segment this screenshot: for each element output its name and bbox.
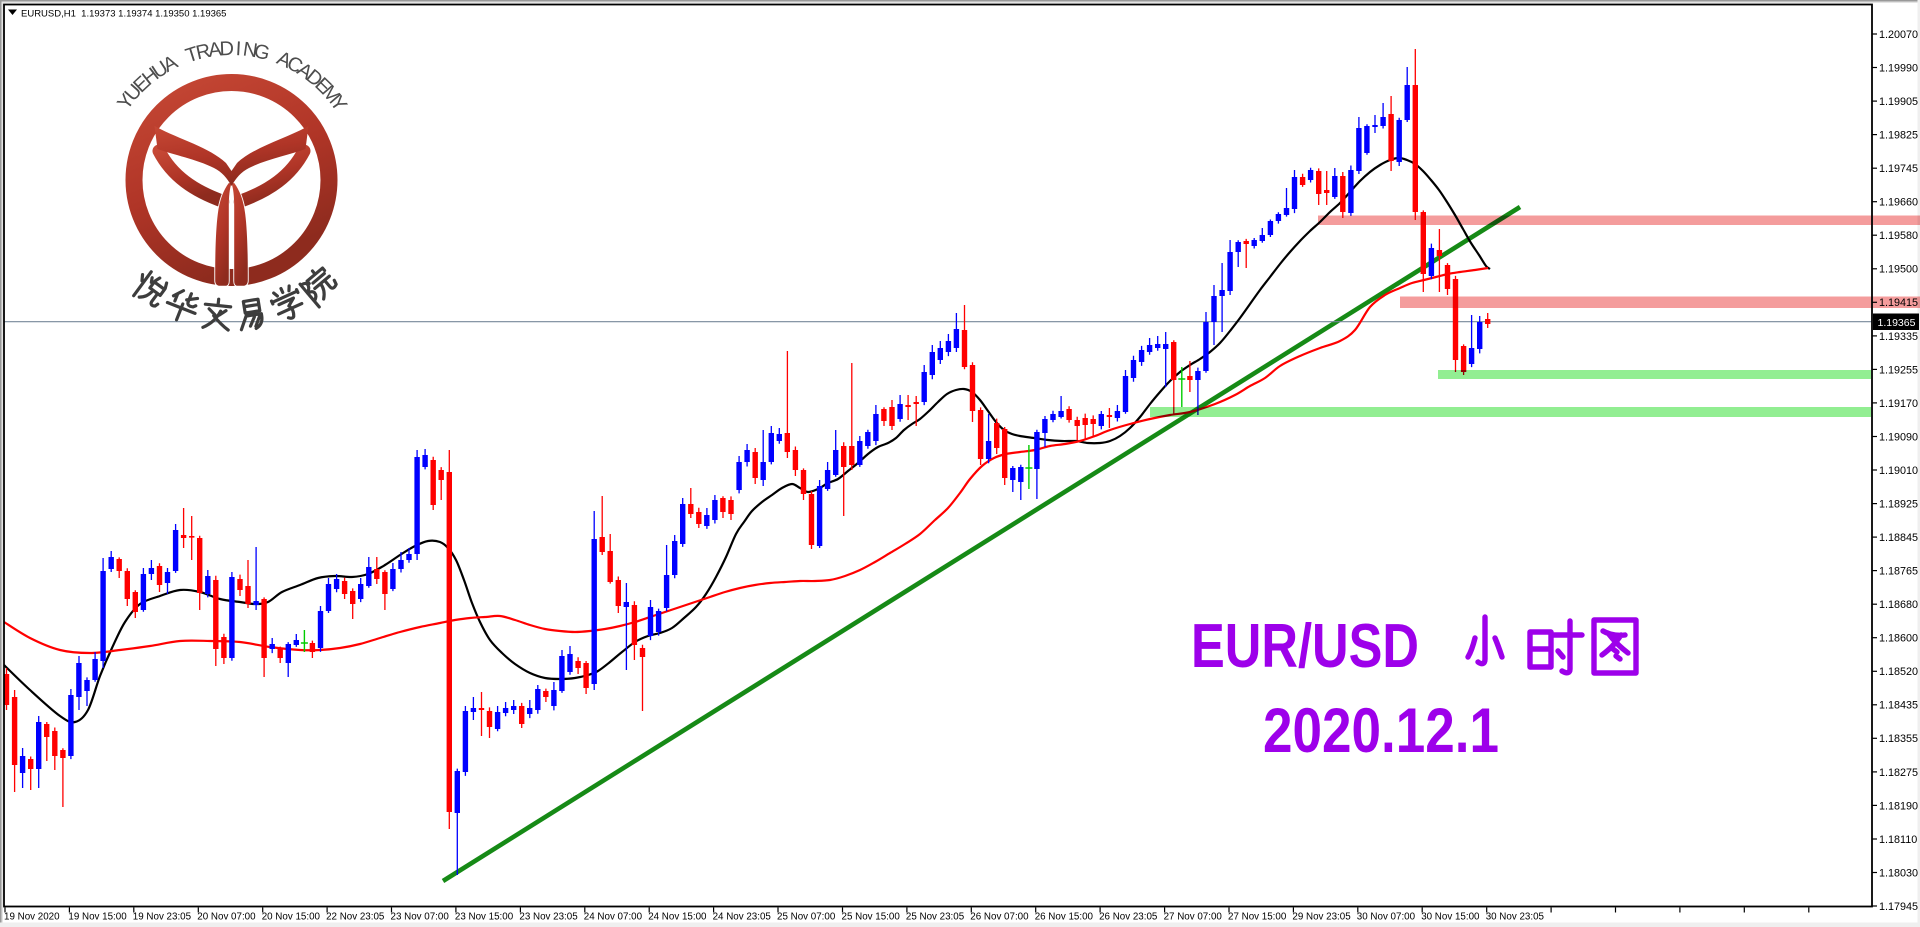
svg-text:22 Nov 23:05: 22 Nov 23:05 [326,912,385,923]
svg-text:1.18680: 1.18680 [1879,599,1918,611]
svg-text:EURUSD,H1 1.19373 1.19374 1.1: EURUSD,H1 1.19373 1.19374 1.19350 1.1936… [21,9,226,20]
svg-text:1.18600: 1.18600 [1879,633,1918,645]
svg-text:23 Nov 23:05: 23 Nov 23:05 [519,912,578,923]
svg-text:1.17945: 1.17945 [1879,901,1918,913]
svg-text:20 Nov 15:00: 20 Nov 15:00 [262,912,321,923]
svg-text:1.19335: 1.19335 [1879,331,1918,343]
svg-text:1.18190: 1.18190 [1879,800,1918,812]
svg-text:EUR/USD: EUR/USD [1191,612,1419,681]
svg-text:1.19365: 1.19365 [1878,317,1916,329]
svg-text:1.19825: 1.19825 [1879,130,1918,142]
svg-text:2020.12.1: 2020.12.1 [1263,696,1499,766]
svg-text:1.19415: 1.19415 [1879,297,1918,309]
svg-text:1.18925: 1.18925 [1879,499,1918,511]
svg-text:A: A [207,38,224,62]
svg-text:1.19660: 1.19660 [1879,197,1918,209]
svg-text:30 Nov 07:00: 30 Nov 07:00 [1357,912,1416,923]
svg-text:1.18275: 1.18275 [1879,767,1918,779]
svg-text:1.18435: 1.18435 [1879,700,1918,712]
svg-text:1.20070: 1.20070 [1879,29,1918,41]
svg-text:19 Nov 2020: 19 Nov 2020 [4,912,60,923]
svg-text:R: R [194,40,213,65]
svg-text:20 Nov 07:00: 20 Nov 07:00 [197,912,256,923]
svg-text:1.19580: 1.19580 [1879,230,1918,242]
svg-text:I: I [235,38,242,60]
svg-text:26 Nov 07:00: 26 Nov 07:00 [970,912,1029,923]
svg-text:1.18765: 1.18765 [1879,566,1918,578]
svg-text:25 Nov 07:00: 25 Nov 07:00 [777,912,836,923]
svg-text:29 Nov 23:05: 29 Nov 23:05 [1292,912,1351,923]
svg-text:30 Nov 15:00: 30 Nov 15:00 [1421,912,1480,923]
svg-text:G: G [252,40,272,65]
svg-text:27 Nov 15:00: 27 Nov 15:00 [1228,912,1287,923]
svg-text:D: D [219,38,234,61]
svg-text:25 Nov 23:05: 25 Nov 23:05 [906,912,965,923]
svg-text:1.19745: 1.19745 [1879,163,1918,175]
svg-text:24 Nov 15:00: 24 Nov 15:00 [648,912,707,923]
svg-text:25 Nov 15:00: 25 Nov 15:00 [842,912,901,923]
svg-text:24 Nov 23:05: 24 Nov 23:05 [713,912,772,923]
svg-text:24 Nov 07:00: 24 Nov 07:00 [584,912,643,923]
svg-text:N: N [242,38,259,62]
svg-text:1.19255: 1.19255 [1879,364,1918,376]
svg-text:1.19090: 1.19090 [1879,431,1918,443]
svg-text:26 Nov 15:00: 26 Nov 15:00 [1035,912,1094,923]
svg-text:1.18030: 1.18030 [1879,867,1918,879]
svg-text:26 Nov 23:05: 26 Nov 23:05 [1099,912,1158,923]
svg-text:1.18520: 1.18520 [1879,666,1918,678]
svg-text:27 Nov 07:00: 27 Nov 07:00 [1164,912,1223,923]
svg-text:1.19010: 1.19010 [1879,465,1918,477]
svg-text:30 Nov 23:05: 30 Nov 23:05 [1486,912,1545,923]
svg-text:23 Nov 15:00: 23 Nov 15:00 [455,912,514,923]
svg-text:1.19990: 1.19990 [1879,62,1918,74]
svg-text:19 Nov 23:05: 19 Nov 23:05 [133,912,192,923]
svg-text:1.19500: 1.19500 [1879,264,1918,276]
svg-text:19 Nov 15:00: 19 Nov 15:00 [68,912,127,923]
svg-text:1.19905: 1.19905 [1879,96,1918,108]
svg-text:1.18110: 1.18110 [1879,834,1917,846]
svg-text:1.18355: 1.18355 [1879,733,1918,745]
svg-text:23 Nov 07:00: 23 Nov 07:00 [391,912,450,923]
svg-text:1.19170: 1.19170 [1879,398,1918,410]
svg-text:1.18845: 1.18845 [1879,532,1918,544]
